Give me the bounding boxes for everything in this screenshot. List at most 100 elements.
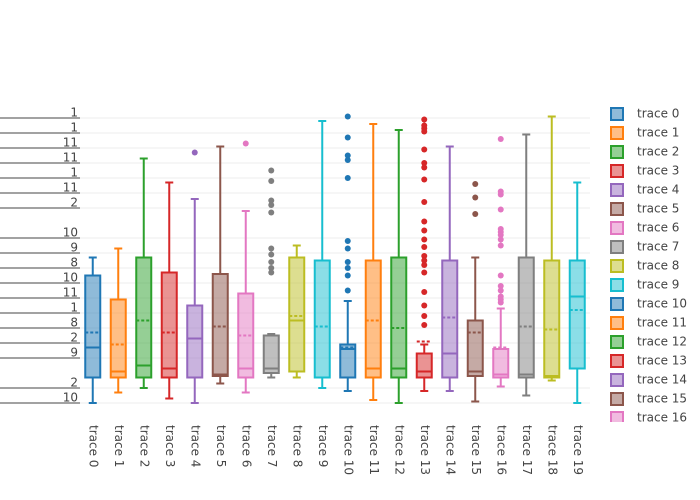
outlier xyxy=(421,257,428,264)
x-tick-label: trace 5 xyxy=(214,425,228,467)
box xyxy=(288,256,306,373)
outlier xyxy=(268,209,275,216)
legend-swatch xyxy=(610,373,624,387)
x-tick-label: trace 17 xyxy=(520,425,534,475)
y-tick-label: 2 xyxy=(70,376,78,390)
legend-label: trace 11 xyxy=(637,316,687,330)
outlier xyxy=(344,134,351,141)
y-tick-label: 9 xyxy=(70,241,78,255)
legend-label: trace 12 xyxy=(637,335,687,349)
outlier xyxy=(421,289,428,295)
x-tick-label: trace 10 xyxy=(341,425,355,475)
x-tick-label: trace 0 xyxy=(86,425,100,467)
y-tick-label: 1 xyxy=(70,121,78,135)
legend-swatch xyxy=(610,411,624,422)
outlier xyxy=(421,313,428,319)
y-tick-label: 8 xyxy=(70,256,78,270)
y-tick-label: 10 xyxy=(63,226,78,240)
outlier xyxy=(421,236,428,243)
y-tick-label: 2 xyxy=(70,196,78,210)
box xyxy=(135,256,153,379)
y-tick-label: 11 xyxy=(63,286,78,300)
outlier xyxy=(344,272,351,279)
legend-label: trace 15 xyxy=(637,392,687,406)
legend-swatch xyxy=(610,259,624,273)
outlier xyxy=(472,194,479,201)
outlier xyxy=(421,160,428,166)
box xyxy=(390,256,408,379)
outlier xyxy=(242,140,249,147)
outlier xyxy=(497,232,504,238)
legend-label: trace 10 xyxy=(637,297,687,311)
legend-label: trace 17 xyxy=(637,430,687,444)
box xyxy=(568,259,586,370)
legend-swatch xyxy=(611,469,623,481)
outlier xyxy=(421,128,428,135)
legend-swatch xyxy=(610,354,624,368)
legend-swatch xyxy=(610,183,624,197)
y-tick-label: 10 xyxy=(63,271,78,285)
y-tick-label: 11 xyxy=(63,181,78,195)
x-tick-label: trace 19 xyxy=(571,425,585,475)
outlier xyxy=(344,157,351,163)
legend-swatch xyxy=(610,107,624,121)
outlier xyxy=(344,113,351,120)
legend-label: trace 9 xyxy=(637,278,679,292)
outlier xyxy=(421,262,428,268)
outlier xyxy=(421,146,428,153)
x-tick-label: trace 9 xyxy=(316,425,330,467)
x-tick-label: trace 15 xyxy=(469,425,483,475)
outlier xyxy=(421,218,428,225)
legend-swatch xyxy=(610,240,624,254)
box xyxy=(364,259,382,379)
outlier xyxy=(268,245,275,252)
y-tick-label: 1 xyxy=(70,106,78,120)
legend-label: trace 13 xyxy=(637,354,687,368)
outlier xyxy=(421,253,428,259)
outlier xyxy=(497,136,504,142)
x-tick-label: trace 11 xyxy=(367,425,381,475)
outlier xyxy=(268,251,275,258)
outlier xyxy=(472,181,479,187)
outlier xyxy=(497,206,504,213)
legend-swatch xyxy=(610,335,624,349)
legend-label: trace 19 xyxy=(637,468,687,482)
x-tick-label: trace 14 xyxy=(443,425,457,475)
legend-swatch xyxy=(610,278,624,292)
legend-label: trace 8 xyxy=(637,259,679,273)
outlier xyxy=(421,199,428,205)
outlier xyxy=(472,211,479,217)
outlier xyxy=(421,176,428,183)
legend-label: trace 6 xyxy=(637,221,679,235)
outlier xyxy=(497,236,504,243)
box xyxy=(84,274,102,379)
legend-label: trace 1 xyxy=(637,126,679,140)
legend-label: trace 2 xyxy=(637,145,679,159)
box xyxy=(160,271,178,379)
y-tick-label: 9 xyxy=(70,346,78,360)
y-tick-label: 1 xyxy=(70,301,78,315)
x-tick-label: trace 13 xyxy=(418,425,432,475)
legend-swatch xyxy=(610,164,624,178)
outlier xyxy=(344,245,351,252)
outlier xyxy=(268,178,275,184)
box xyxy=(466,319,484,377)
box xyxy=(211,273,229,377)
legend-label: trace 4 xyxy=(637,183,679,197)
outlier xyxy=(421,244,428,250)
legend-label: trace 7 xyxy=(637,240,679,254)
outlier xyxy=(344,175,351,181)
legend-label: trace 5 xyxy=(637,202,679,216)
box xyxy=(339,343,357,379)
legend-swatch xyxy=(610,297,624,311)
outlier xyxy=(497,272,504,279)
outlier xyxy=(268,167,275,174)
box xyxy=(543,259,561,379)
outlier xyxy=(421,269,428,276)
outlier xyxy=(421,116,428,123)
x-tick-label: trace 1 xyxy=(112,425,126,467)
outlier xyxy=(421,322,428,328)
legend-swatch xyxy=(611,450,623,462)
outlier xyxy=(344,287,351,294)
